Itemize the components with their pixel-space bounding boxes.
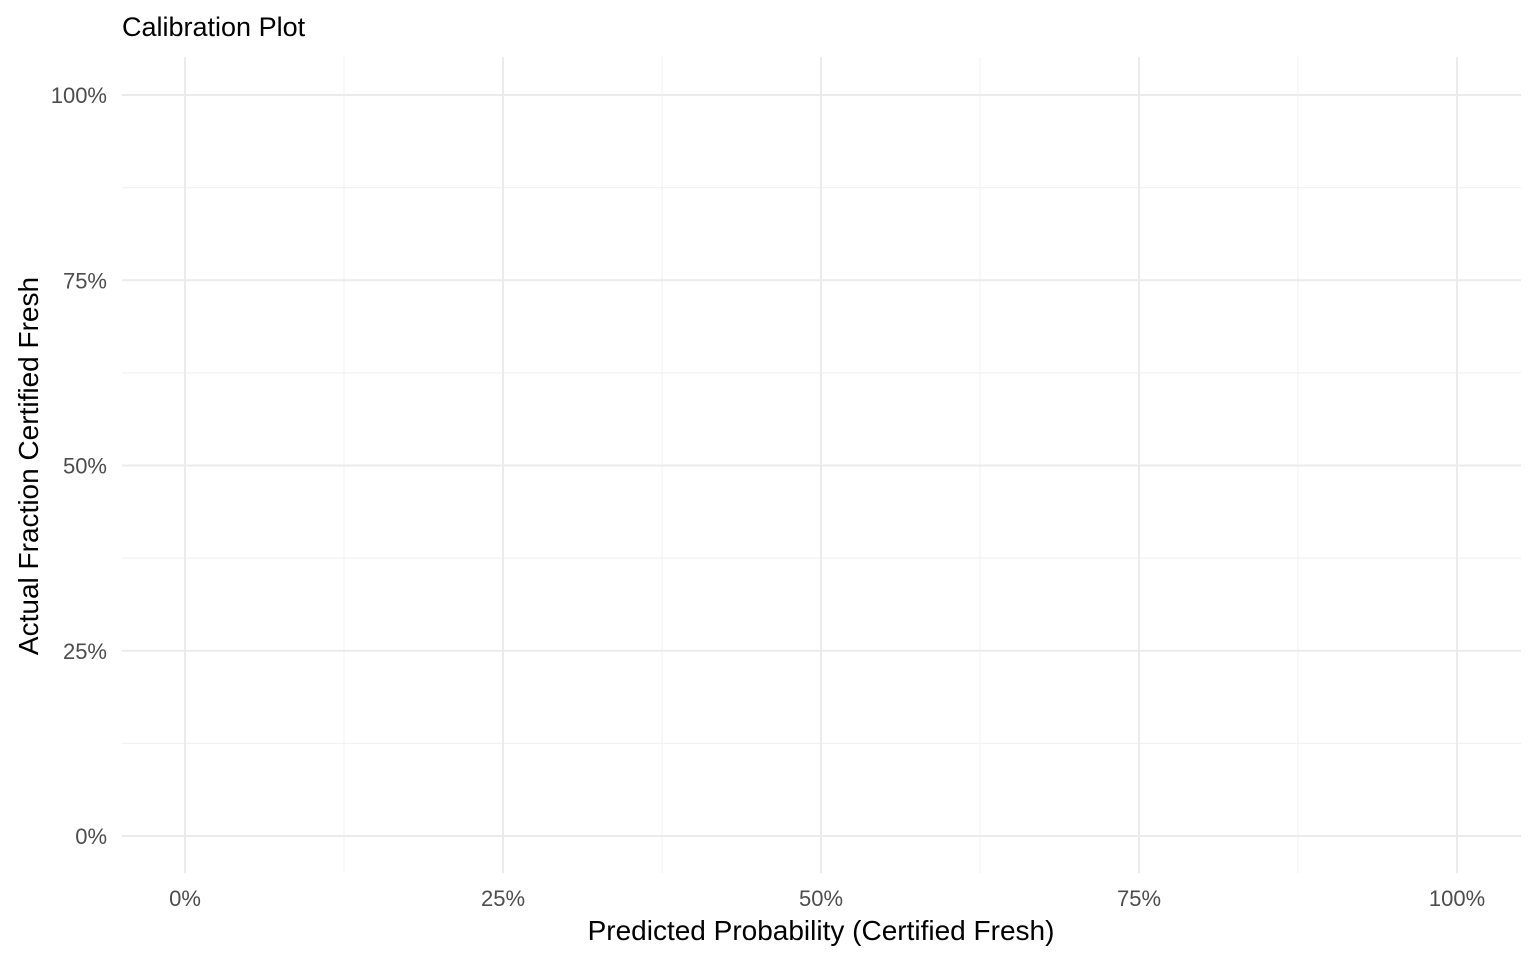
x-tick-label: 50% (799, 886, 843, 911)
x-tick-label: 25% (481, 886, 525, 911)
x-axis-ticks: 0% 25% 50% 75% 100% (169, 886, 1485, 911)
y-axis-label: Actual Fraction Certified Fresh (13, 277, 44, 655)
x-axis-label: Predicted Probability (Certified Fresh) (588, 915, 1055, 946)
y-tick-label: 75% (63, 268, 107, 293)
y-tick-label: 25% (63, 639, 107, 664)
x-tick-label: 100% (1429, 886, 1485, 911)
chart-title: Calibration Plot (122, 12, 306, 42)
x-tick-label: 75% (1117, 886, 1161, 911)
y-tick-label: 0% (75, 824, 107, 849)
major-gridlines (122, 57, 1521, 873)
x-tick-label: 0% (169, 886, 201, 911)
y-tick-label: 50% (63, 454, 107, 479)
y-axis-ticks: 0% 25% 50% 75% 100% (51, 83, 107, 849)
y-tick-label: 100% (51, 83, 107, 108)
